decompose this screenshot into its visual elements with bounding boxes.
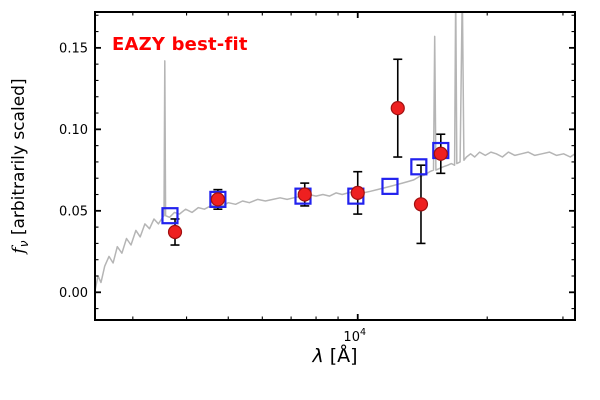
model-photometry-marker [381,177,399,195]
x-tick-label: 104 [343,327,366,345]
y-axis-rest: [arbitrarily scaled] [9,78,29,241]
model-spectrum-line [95,12,575,291]
x-axis-label: λ [Å] [95,345,575,367]
observed-photometry-marker [167,224,183,240]
y-tick-label: 0.15 [59,41,88,56]
observed-photometry-marker [350,185,365,200]
observed-photometry-marker [433,146,448,161]
x-axis-unit: [Å] [323,345,358,367]
observed-photometry-marker [413,197,429,212]
model-photometry-marker [410,158,428,176]
y-tick-label: 0.05 [59,204,88,219]
fnu-subscript: ν [17,240,31,248]
plot-frame [94,11,576,321]
y-tick-label: 0.00 [59,286,88,301]
bestfit-annotation: EAZY best-fit [112,34,248,55]
observed-photometry-marker [390,101,405,116]
fnu-symbol: f [9,247,29,254]
model-photometry-marker [161,207,179,225]
observed-photometry-marker [210,192,225,207]
y-axis-label: fν [arbitrarily scaled] [9,6,35,326]
y-tick-label: 0.10 [59,123,88,138]
model-photometry-marker [209,190,227,209]
lambda-symbol: λ [312,345,324,367]
observed-photometry-marker [297,187,312,202]
